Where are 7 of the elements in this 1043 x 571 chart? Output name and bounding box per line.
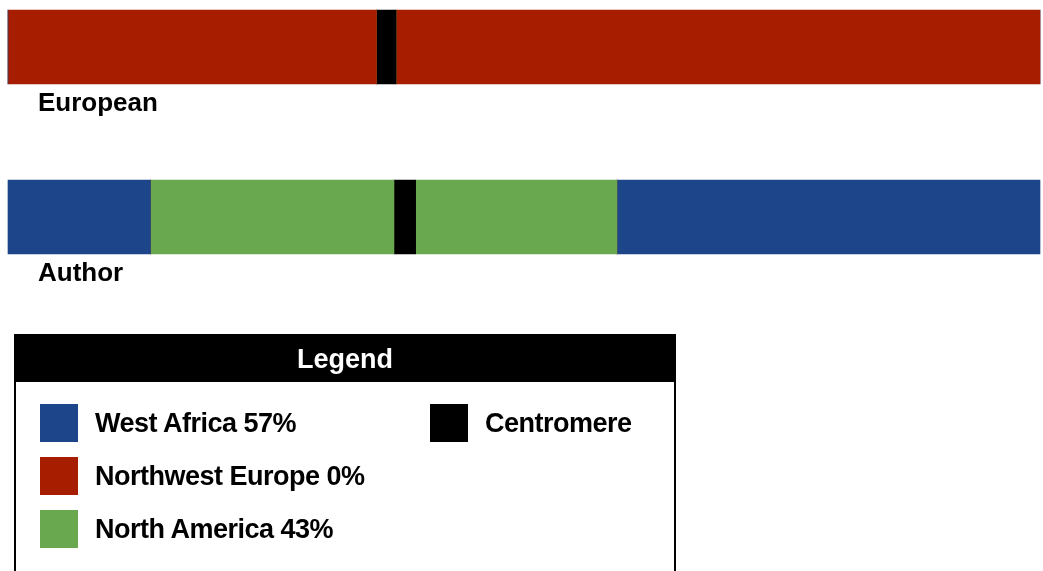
- legend-label: Northwest Europe 0%: [95, 460, 365, 492]
- legend-label: North America 43%: [95, 513, 334, 545]
- y-tick-label: European: [38, 87, 158, 118]
- y-tick-label: Author: [38, 257, 124, 288]
- legend-label: Centromere: [485, 407, 632, 439]
- legend-header: Legend: [16, 336, 674, 382]
- legend-label: West Africa 57%: [95, 407, 297, 439]
